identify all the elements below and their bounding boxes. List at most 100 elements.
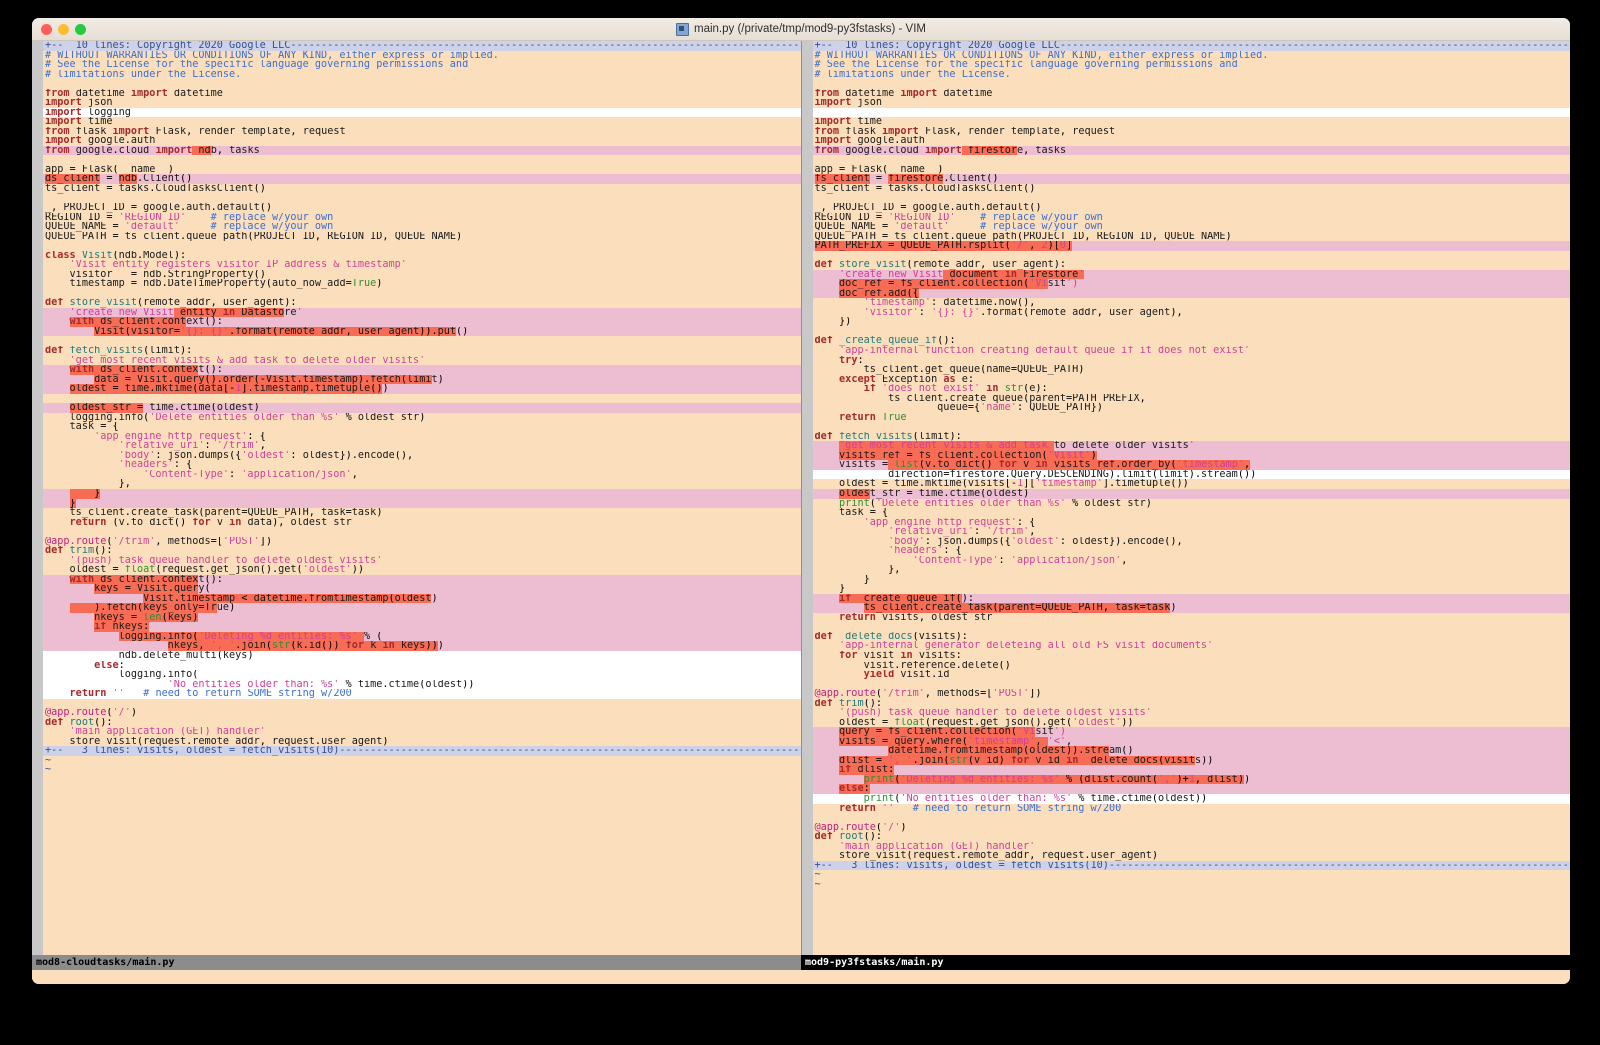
code-lines-left[interactable]: +-- 10 lines: Copyright 2020 Google LLC-… (43, 41, 801, 955)
code-line[interactable]: 'create new Visit document in Firestore' (812, 269, 1570, 280)
code-line[interactable]: return '' # need to return SOME string w… (43, 689, 801, 699)
code-line[interactable]: with ds_client.context(): (43, 365, 801, 375)
code-line[interactable]: 'Visit entity registers visitor IP addre… (43, 260, 801, 270)
fold-line[interactable]: +-- 3 lines: visits, oldest = fetch_visi… (43, 746, 801, 756)
statusbar-left[interactable]: mod8-cloudtasks/main.py (32, 955, 801, 970)
code-line[interactable]: Visit.timestamp < datetime.fromtimestamp… (43, 593, 801, 604)
code-line[interactable]: def fetch_visits(limit): (812, 431, 1570, 442)
code-line[interactable]: for visit in visits: (812, 651, 1570, 661)
code-line[interactable]: from flask import Flask, render_template… (43, 126, 801, 137)
code-line[interactable]: task = { (812, 508, 1570, 518)
code-line[interactable]: 'relative_uri': '/trim', (43, 441, 801, 451)
code-line[interactable]: PATH_PREFIX = QUEUE_PATH.rsplit('/', 2)[… (812, 241, 1570, 251)
code-line[interactable] (812, 193, 1570, 204)
code-line[interactable]: print('No entities older than: %s' % tim… (812, 793, 1570, 804)
code-line[interactable]: datetime.fromtimestamp(oldest)).stream() (812, 746, 1570, 756)
code-line[interactable]: 'get most recent visits & add task to de… (43, 355, 801, 366)
code-line[interactable]: visits_ref = fs_client.collection('Visit… (812, 450, 1570, 461)
code-line[interactable]: def trim(): (43, 546, 801, 556)
code-line[interactable]: def _delete_docs(visits): (812, 631, 1570, 642)
code-line[interactable]: ts_client.get_queue(name=QUEUE_PATH) (812, 365, 1570, 375)
code-line[interactable] (43, 193, 801, 204)
code-line[interactable]: visits = list(v.to_dict() for v in visit… (812, 460, 1570, 470)
code-line[interactable]: }) (812, 317, 1570, 327)
code-line[interactable]: def fetch_visits(limit): (43, 346, 801, 356)
code-line[interactable]: ).fetch(keys_only=True) (43, 603, 801, 613)
code-line[interactable] (43, 155, 801, 165)
code-line[interactable] (812, 813, 1570, 823)
code-line[interactable]: # limitations under the License. (812, 69, 1570, 80)
code-line[interactable]: def store_visit(remote_addr, user_agent)… (43, 298, 801, 308)
code-line[interactable]: 'main application (GET) handler' (43, 727, 801, 737)
vim-window[interactable]: main.py (/private/tmp/mod9-py3fstasks) -… (32, 18, 1570, 984)
code-line[interactable]: class Visit(ndb.Model): (43, 250, 801, 261)
code-line[interactable]: import google.auth (812, 136, 1570, 146)
fold-column-right[interactable] (801, 41, 813, 955)
code-line[interactable]: fs_client = firestore.Client() (812, 174, 1570, 184)
code-line[interactable]: oldest = time.mktime(data[-1].timestamp.… (43, 384, 801, 394)
code-line[interactable]: 'app_engine_http_request': { (812, 517, 1570, 528)
code-line[interactable]: ndb.delete_multi(keys) (43, 651, 801, 661)
code-line[interactable]: timestamp = ndb.DateTimeProperty(auto_no… (43, 279, 801, 289)
fold-line[interactable]: +-- 10 lines: Copyright 2020 Google LLC-… (43, 41, 801, 51)
code-line[interactable] (812, 107, 1570, 118)
code-line[interactable]: @app.route('/trim', methods=['POST']) (812, 689, 1570, 699)
code-line[interactable]: def store_visit(remote_addr, user_agent)… (812, 260, 1570, 270)
code-line[interactable]: }, (812, 565, 1570, 575)
code-line[interactable]: from flask import Flask, render_template… (812, 126, 1570, 137)
code-line[interactable]: def _create_queue_if(): (812, 336, 1570, 346)
code-line[interactable]: import json (812, 98, 1570, 108)
code-line[interactable]: with ds_client.context(): (43, 317, 801, 327)
code-line[interactable] (43, 241, 801, 251)
code-line[interactable]: REGION_ID = 'REGION_ID' # replace w/your… (812, 212, 1570, 223)
code-line[interactable]: logging.info( (43, 670, 801, 680)
code-line[interactable]: 'relative_uri': '/trim', (812, 527, 1570, 537)
code-line[interactable]: else: (43, 660, 801, 671)
code-line[interactable]: from datetime import datetime (43, 88, 801, 99)
code-line[interactable]: 'create new Visit entity in Datastore' (43, 307, 801, 318)
code-line[interactable]: if dlist: (812, 765, 1570, 775)
code-line[interactable]: else: (812, 784, 1570, 794)
code-line[interactable]: } (43, 488, 801, 499)
code-line[interactable]: ts_client.create_queue(parent=PATH_PREFI… (812, 393, 1570, 404)
code-line[interactable]: ts_client = tasks.CloudTasksClient() (43, 183, 801, 194)
code-line[interactable]: Visit(visitor='{}: {}'.format(remote_add… (43, 326, 801, 337)
pane-left[interactable]: +-- 10 lines: Copyright 2020 Google LLC-… (32, 41, 802, 955)
fold-line[interactable]: +-- 10 lines: Copyright 2020 Google LLC-… (812, 41, 1570, 51)
code-line[interactable]: 'body': json.dumps({'oldest': oldest}).e… (43, 450, 801, 461)
code-line[interactable]: visitor = ndb.StringProperty() (43, 269, 801, 280)
code-line[interactable] (43, 698, 801, 709)
window-traffic-lights[interactable] (41, 24, 86, 35)
code-line[interactable]: import time (812, 117, 1570, 127)
code-line[interactable]: app = Flask(__name__) (812, 164, 1570, 175)
code-line[interactable] (43, 79, 801, 89)
code-line[interactable]: try: (812, 355, 1570, 366)
code-line[interactable]: import time (43, 117, 801, 127)
code-line[interactable]: import google.auth (43, 136, 801, 146)
code-line[interactable]: QUEUE_PATH = ts_client.queue_path(PROJEC… (43, 231, 801, 242)
code-line[interactable] (43, 288, 801, 299)
code-line[interactable]: return visits, oldest_str (812, 612, 1570, 623)
code-line[interactable]: return (v.to_dict() for v in data), olde… (43, 517, 801, 528)
code-line[interactable]: @app.route('/') (812, 822, 1570, 833)
code-line[interactable]: _, PROJECT_ID = google.auth.default() (812, 203, 1570, 213)
code-line[interactable]: 'No entities older than: %s' % time.ctim… (43, 679, 801, 690)
code-line[interactable]: from datetime import datetime (812, 88, 1570, 99)
code-line[interactable]: app = Flask(__name__) (43, 164, 801, 175)
code-line[interactable]: from google.cloud import firestore, task… (812, 145, 1570, 156)
pane-right[interactable]: +-- 10 lines: Copyright 2020 Google LLC-… (801, 41, 1570, 955)
window-titlebar[interactable]: main.py (/private/tmp/mod9-py3fstasks) -… (32, 18, 1570, 41)
code-line[interactable]: def trim(): (812, 698, 1570, 709)
code-line[interactable]: QUEUE_NAME = 'default' # replace w/your … (812, 222, 1570, 232)
code-line[interactable]: _, PROJECT_ID = google.auth.default() (43, 203, 801, 213)
code-line[interactable]: '(push) task queue handler to delete old… (812, 708, 1570, 718)
code-area-left[interactable]: +-- 10 lines: Copyright 2020 Google LLC-… (32, 41, 801, 955)
code-line[interactable] (43, 527, 801, 537)
code-line[interactable]: dlist = ', '.join(str(v_id) for v_id in … (812, 755, 1570, 766)
code-line[interactable]: queue={'name': QUEUE_PATH}) (812, 403, 1570, 413)
code-line[interactable]: oldest_str = time.ctime(oldest) (812, 488, 1570, 499)
code-line[interactable]: logging.info('Deleting %d entities: %s' … (43, 631, 801, 642)
code-line[interactable]: }, (43, 479, 801, 489)
code-line[interactable]: except Exception as e: (812, 374, 1570, 385)
close-button[interactable] (41, 24, 52, 35)
